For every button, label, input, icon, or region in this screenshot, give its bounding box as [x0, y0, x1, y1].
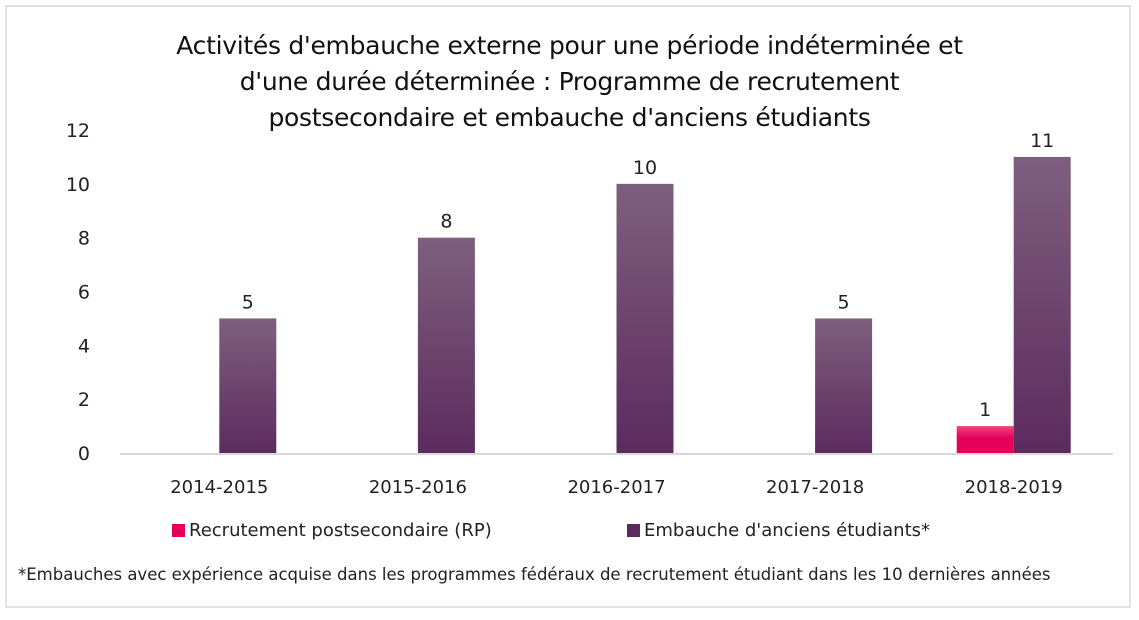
y-axis: 0 2 4 6 8 10 12 — [66, 120, 90, 465]
x-tick-label: 2017-2018 — [766, 477, 864, 498]
footnote: *Embauches avec expérience acquise dans … — [18, 565, 1051, 584]
legend-label-rp: Recrutement postsecondaire (RP) — [189, 520, 492, 541]
bar-embauche-anciens-etudiants — [815, 318, 873, 453]
chart-title: Activités d'embauche externe pour une pé… — [0, 28, 1139, 136]
bar-embauche-anciens-etudiants — [1013, 156, 1071, 453]
y-tick-label: 2 — [78, 389, 90, 411]
data-label: 5 — [242, 291, 254, 313]
legend-item-rp: Recrutement postsecondaire (RP) — [172, 520, 492, 541]
y-tick-label: 12 — [66, 120, 90, 142]
legend-label-embauche: Embauche d'anciens étudiants* — [644, 520, 931, 541]
legend: Recrutement postsecondaire (RP) Embauche… — [0, 520, 1139, 548]
x-tick-label: 2015-2016 — [369, 477, 467, 498]
chart-title-line-2: d'une durée déterminée : Programme de re… — [239, 67, 900, 96]
y-tick-label: 0 — [78, 443, 90, 465]
chart-title-line-1: Activités d'embauche externe pour une pé… — [176, 31, 963, 60]
x-tick-label: 2014-2015 — [170, 477, 268, 498]
data-label: 8 — [440, 211, 452, 233]
y-tick-label: 4 — [78, 335, 90, 357]
bars-group — [219, 156, 1071, 454]
x-axis: 2014-2015 2015-2016 2016-2017 2017-2018 2018… — [170, 477, 1063, 498]
bar-embauche-anciens-etudiants — [219, 318, 277, 453]
chart-title-line-3: postsecondaire et embauche d'anciens étu… — [268, 103, 871, 132]
bar-recrutement-postsecondaire — [956, 426, 1014, 453]
data-label: 10 — [633, 157, 657, 179]
chart-frame — [5, 5, 1131, 608]
legend-swatch-embauche — [627, 524, 640, 537]
x-tick-label: 2018-2019 — [965, 477, 1063, 498]
x-tick-label: 2016-2017 — [567, 477, 665, 498]
legend-item-embauche: Embauche d'anciens étudiants* — [627, 520, 930, 541]
data-label: 5 — [838, 291, 850, 313]
bar-embauche-anciens-etudiants — [616, 183, 674, 454]
y-tick-label: 8 — [78, 228, 90, 250]
data-label: 11 — [1030, 130, 1054, 152]
data-label: 1 — [979, 399, 991, 421]
y-tick-label: 10 — [66, 174, 90, 196]
bar-embauche-anciens-etudiants — [417, 237, 475, 453]
y-tick-label: 6 — [78, 282, 90, 304]
legend-swatch-rp — [172, 524, 185, 537]
